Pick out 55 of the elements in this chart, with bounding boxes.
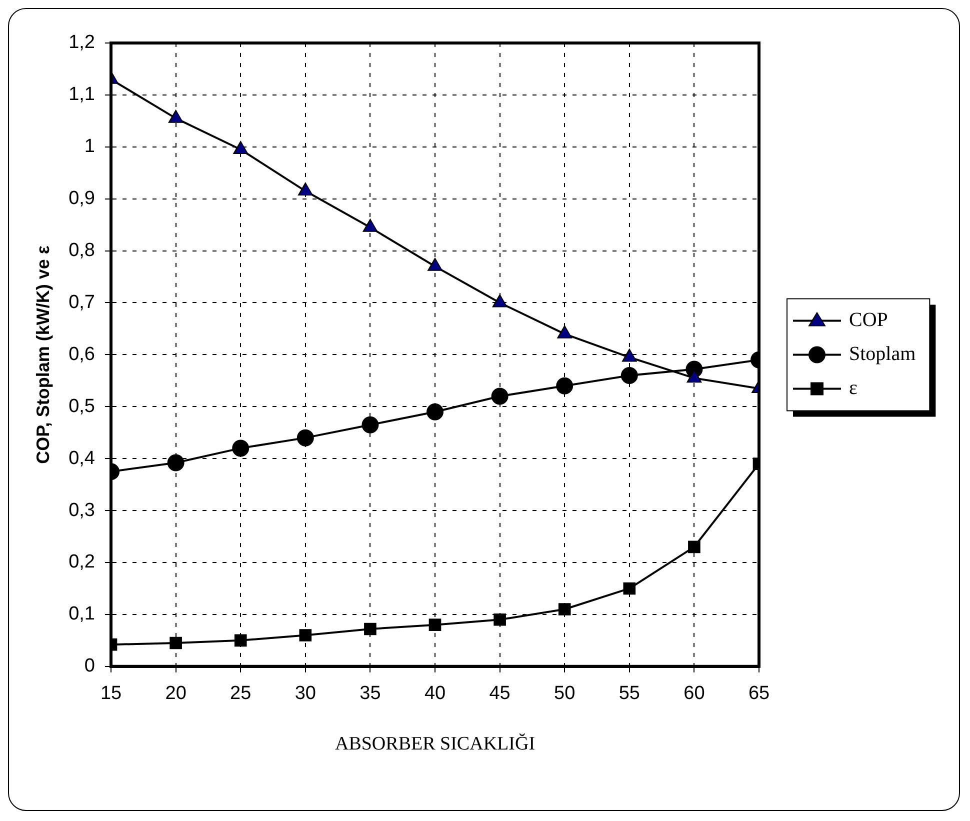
point bbox=[686, 370, 702, 383]
y-tick-label: 1,2 bbox=[68, 32, 96, 54]
y-tick-label: 0,7 bbox=[68, 292, 96, 313]
y-tick-label: 0,3 bbox=[68, 500, 96, 521]
x-tick-label: 20 bbox=[165, 683, 186, 704]
x-tick-label: 15 bbox=[100, 683, 122, 704]
point bbox=[167, 454, 184, 472]
point bbox=[233, 141, 248, 154]
y-tick-label: 0,2 bbox=[68, 552, 96, 573]
point bbox=[234, 634, 247, 647]
x-tick-label: 65 bbox=[748, 683, 770, 704]
point bbox=[556, 377, 574, 394]
point bbox=[362, 416, 379, 434]
point bbox=[622, 348, 637, 362]
point bbox=[623, 582, 636, 595]
x-tick-label: 55 bbox=[618, 683, 640, 704]
point bbox=[620, 366, 638, 384]
y-axis-title: COP, Stoplam (kW/K) ve ε bbox=[32, 245, 53, 464]
point bbox=[362, 218, 378, 232]
point bbox=[298, 182, 313, 196]
x-tick-label: 30 bbox=[294, 683, 316, 704]
point bbox=[491, 388, 508, 405]
x-tick-label: 25 bbox=[230, 683, 252, 704]
y-tick-label: 0,6 bbox=[68, 344, 96, 365]
point bbox=[168, 110, 184, 123]
point bbox=[492, 294, 508, 308]
legend-label: COP bbox=[849, 308, 888, 331]
y-tick-label: 1,1 bbox=[68, 84, 96, 106]
y-tick-label: 0,4 bbox=[68, 448, 96, 469]
y-tick-label: 1 bbox=[84, 136, 96, 158]
x-axis-title: ABSORBER SICAKLIĞI bbox=[334, 732, 536, 755]
y-tick-label: 0,9 bbox=[68, 188, 96, 210]
legend-label: ε bbox=[849, 376, 858, 399]
x-tick-label: 40 bbox=[424, 683, 446, 704]
point bbox=[170, 636, 182, 650]
point bbox=[296, 429, 314, 446]
x-tick-label: 50 bbox=[554, 683, 576, 704]
y-tick-label: 0 bbox=[84, 656, 96, 677]
point bbox=[688, 540, 700, 554]
legend-label: Stoplam bbox=[849, 342, 916, 365]
point bbox=[426, 403, 444, 420]
point bbox=[494, 613, 506, 626]
y-tick-label: 0,5 bbox=[68, 396, 96, 417]
y-tick-label: 0,8 bbox=[68, 240, 96, 262]
point bbox=[428, 618, 442, 631]
point bbox=[428, 258, 442, 271]
point bbox=[299, 629, 312, 642]
point bbox=[557, 325, 572, 338]
point bbox=[232, 440, 250, 457]
point bbox=[558, 603, 571, 616]
x-tick-label: 60 bbox=[684, 683, 705, 704]
x-tick-label: 45 bbox=[489, 683, 510, 704]
point bbox=[364, 622, 376, 636]
y-tick-label: 0,1 bbox=[68, 604, 96, 625]
x-tick-label: 35 bbox=[360, 683, 381, 704]
